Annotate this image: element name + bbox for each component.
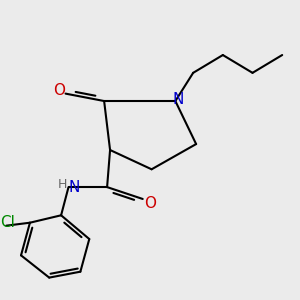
Text: Cl: Cl bbox=[0, 215, 15, 230]
Text: O: O bbox=[144, 196, 156, 211]
Text: H: H bbox=[58, 178, 67, 190]
Text: O: O bbox=[54, 83, 66, 98]
Text: N: N bbox=[172, 92, 184, 107]
Text: N: N bbox=[69, 180, 80, 195]
